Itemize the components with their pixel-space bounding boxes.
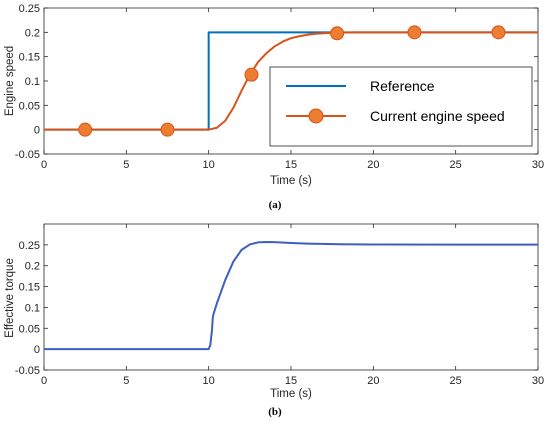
y-tick-label: 0	[34, 344, 40, 356]
data-point-marker	[78, 122, 93, 137]
x-tick-label: 5	[123, 159, 129, 171]
x-tick-label: 15	[285, 375, 297, 387]
y-axis-label-b: Effective torque	[4, 258, 16, 338]
x-tick-label: 0	[41, 159, 47, 171]
data-point-marker	[244, 67, 259, 82]
series-b	[44, 240, 538, 351]
data-point-marker	[330, 26, 345, 41]
data-point-marker	[491, 25, 506, 40]
x-tick-label: 30	[532, 375, 544, 387]
x-tick-label: 15	[285, 159, 297, 171]
y-tick-label: 0.15	[19, 282, 40, 294]
legend-a: Reference Current engine speed	[269, 66, 533, 147]
x-axis-label-a: Time (s)	[270, 175, 312, 187]
y-tick-label: 0.1	[25, 76, 40, 88]
legend-label-reference: Reference	[370, 78, 435, 94]
series-line-torque	[44, 240, 538, 351]
y-tick-label: 0.25	[19, 3, 40, 15]
x-tick-label: 10	[203, 159, 215, 171]
y-tick-label: 0.25	[19, 240, 40, 252]
legend-label-current: Current engine speed	[370, 108, 505, 124]
y-tick-label: 0.2	[25, 27, 40, 39]
data-point-marker	[160, 122, 175, 137]
x-tick-label: 30	[532, 159, 544, 171]
x-tick-label: 25	[450, 159, 462, 171]
y-tick-label: 0.15	[19, 52, 40, 64]
legend-marker-current	[308, 108, 324, 124]
x-tick-label: 20	[367, 375, 379, 387]
y-tick-label: 0	[34, 125, 40, 137]
legend-box	[269, 66, 533, 147]
y-tick-label: 0.05	[19, 100, 40, 112]
plot-area-b	[43, 223, 539, 371]
data-point-marker	[407, 25, 422, 40]
y-axis-label-a: Engine speed	[4, 46, 16, 116]
caption-a: (a)	[269, 199, 282, 211]
x-tick-label: 5	[123, 375, 129, 387]
x-tick-label: 25	[450, 375, 462, 387]
series-a	[44, 25, 538, 137]
series-line-current-engine-speed	[44, 31, 538, 131]
y-tick-label: 0.1	[25, 302, 40, 314]
x-tick-label: 10	[203, 375, 215, 387]
x-tick-label: 0	[41, 375, 47, 387]
x-tick-label: 20	[367, 159, 379, 171]
y-tick-label: -0.05	[15, 365, 40, 377]
y-tick-label: -0.05	[15, 149, 40, 161]
caption-b: (b)	[268, 406, 282, 418]
y-tick-label: 0.05	[19, 323, 40, 335]
x-axis-label-b: Time (s)	[270, 388, 312, 400]
y-tick-label: 0.2	[25, 261, 40, 273]
